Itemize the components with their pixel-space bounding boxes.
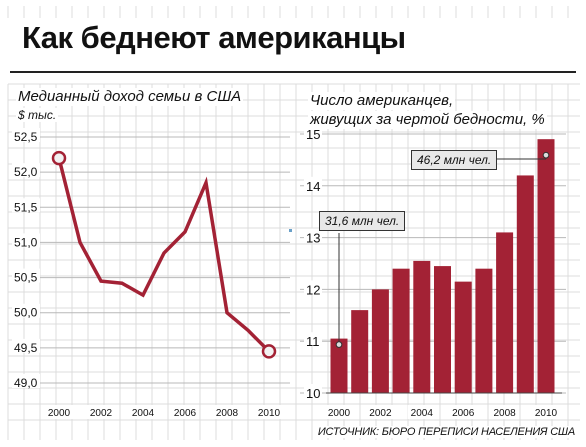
bar-2005 <box>434 266 451 393</box>
bar-2004 <box>413 260 431 393</box>
income-series-line <box>57 157 271 353</box>
title-divider <box>10 71 576 73</box>
callout-2000: 31,6 млн чел. <box>319 211 406 231</box>
callout-2010: 46,2 млн чел. <box>411 150 498 170</box>
bar-2008 <box>496 232 514 393</box>
y-tick-label: 15 <box>306 127 320 142</box>
y-tick-label: 49,0 <box>14 376 38 390</box>
callout-point-2000 <box>335 341 343 348</box>
tick-label-bg <box>12 163 40 178</box>
tick-label-bg <box>12 374 40 388</box>
left-chart-unit: $ тыс. <box>16 108 59 122</box>
bar-2010 <box>537 139 555 393</box>
tick-label-bg <box>449 405 478 419</box>
y-tick-label: 11 <box>306 334 320 349</box>
x-tick-label: 2006 <box>174 408 197 419</box>
y-tick-label: 52,0 <box>14 165 38 179</box>
y-tick-label: 13 <box>306 231 320 246</box>
bar-2002 <box>371 289 389 393</box>
y-tick-label: 50,0 <box>14 306 38 320</box>
page-title: Как беднеют американцы <box>18 20 410 56</box>
bar-2000 <box>330 338 348 393</box>
tick-label-bg <box>255 405 283 419</box>
tick-label-bg <box>304 384 322 398</box>
x-tick-label: 2002 <box>90 408 113 419</box>
tick-label-bg <box>325 405 353 419</box>
tick-label-bg <box>45 405 73 419</box>
source-note: ИСТОЧНИК: БЮРО ПЕРЕПИСИ НАСЕЛЕНИЯ США <box>314 426 578 438</box>
y-tick-label: 49,5 <box>14 341 38 355</box>
tick-label-bg <box>12 233 40 248</box>
decorative-dot <box>289 229 292 232</box>
tick-label-bg <box>304 228 322 243</box>
tick-label-bg <box>213 405 241 419</box>
right-chart-title-line1: Число американцев, <box>308 92 456 110</box>
tick-label-bg <box>304 125 322 139</box>
x-tick-label: 2010 <box>535 408 558 419</box>
tick-label-bg <box>129 405 157 419</box>
bar-2001 <box>351 310 369 393</box>
bar-2003 <box>392 268 410 393</box>
tick-label-bg <box>304 176 322 191</box>
x-tick-label: 2004 <box>411 408 434 419</box>
tick-label-bg <box>12 128 40 142</box>
data-point-marker-2010 <box>261 344 277 359</box>
x-tick-label: 2004 <box>132 408 155 419</box>
y-tick-label: 51,0 <box>14 235 38 249</box>
x-tick-label: 2008 <box>493 408 516 419</box>
x-tick-label: 2002 <box>369 408 392 419</box>
x-tick-label: 2010 <box>258 408 281 419</box>
x-tick-label: 2000 <box>48 408 71 419</box>
tick-label-bg <box>12 338 40 353</box>
y-tick-label: 50,5 <box>14 271 38 285</box>
y-tick-label: 12 <box>306 282 320 297</box>
tick-label-bg <box>12 198 40 213</box>
tick-label-bg <box>304 280 322 295</box>
y-tick-label: 14 <box>306 179 320 194</box>
tick-label-bg <box>12 303 40 318</box>
right-chart-title-line2: живущих за чертой бедности, % <box>308 111 547 129</box>
x-tick-label: 2008 <box>216 408 239 419</box>
tick-label-bg <box>304 332 322 347</box>
y-tick-label: 10 <box>306 386 320 401</box>
tick-label-bg <box>171 405 199 419</box>
bar-2006 <box>454 281 472 393</box>
tick-label-bg <box>490 405 519 419</box>
x-tick-label: 2000 <box>328 408 351 419</box>
bar-2007 <box>475 268 493 393</box>
tick-label-bg <box>532 405 560 419</box>
tick-label-bg <box>87 405 115 419</box>
tick-label-bg <box>12 268 40 283</box>
y-tick-label: 52,5 <box>14 130 38 144</box>
callout-point-2010 <box>542 151 550 159</box>
y-tick-label: 51,5 <box>14 200 38 214</box>
data-point-marker-2000 <box>51 150 67 166</box>
tick-label-bg <box>366 405 395 419</box>
x-tick-label: 2006 <box>452 408 475 419</box>
bar-2009 <box>516 175 534 393</box>
left-chart-title: Медианный доход семьи в США <box>16 88 244 106</box>
tick-label-bg <box>407 405 436 419</box>
